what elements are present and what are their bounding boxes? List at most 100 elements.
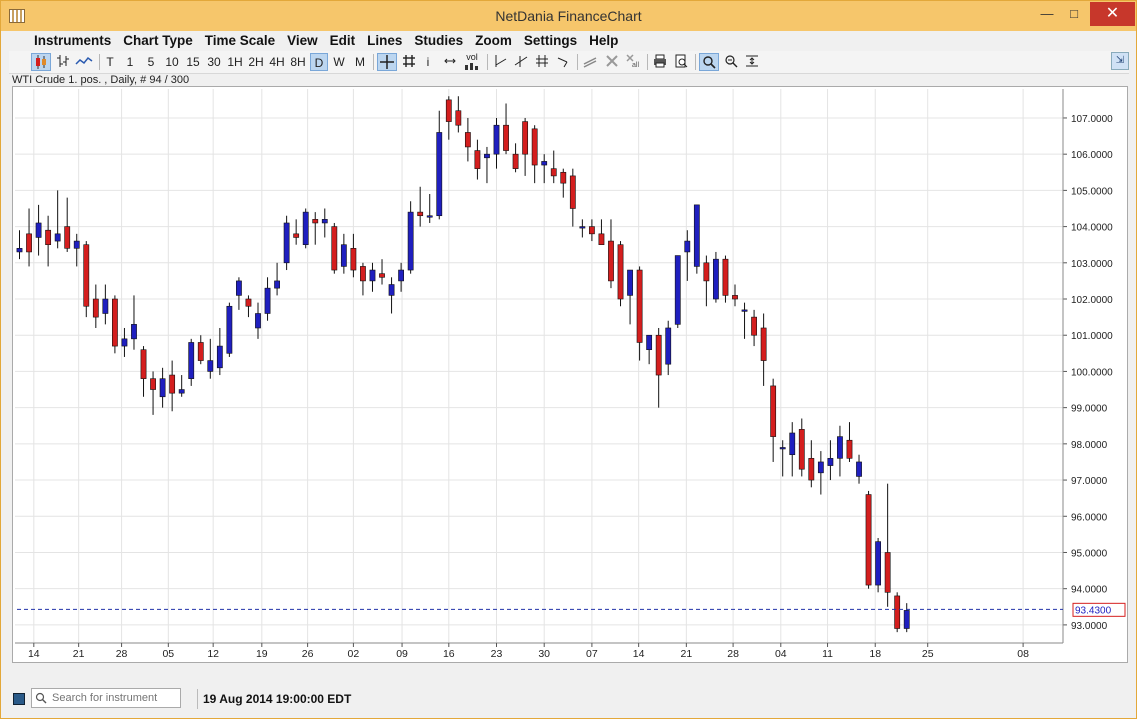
candle[interactable] — [73, 233, 80, 267]
menu-instruments[interactable]: Instruments — [34, 33, 112, 48]
candlestick-chart-icon[interactable] — [31, 53, 51, 71]
minimize-icon[interactable]: — — [1040, 6, 1054, 21]
candle[interactable] — [503, 103, 509, 155]
candle[interactable] — [35, 204, 42, 256]
interval-8h[interactable]: 8H — [290, 55, 306, 69]
interval-monthly[interactable]: M — [355, 55, 365, 69]
candle[interactable] — [646, 334, 653, 365]
ray-line-icon[interactable] — [512, 53, 530, 71]
candle[interactable] — [388, 277, 395, 314]
candle[interactable] — [770, 378, 777, 462]
crosshair-icon[interactable] — [377, 53, 397, 71]
candle[interactable] — [464, 117, 471, 162]
candle[interactable] — [131, 295, 137, 350]
candle[interactable] — [579, 219, 586, 238]
volume-icon[interactable]: vol — [463, 53, 481, 71]
candle[interactable] — [121, 327, 128, 357]
candle[interactable] — [350, 233, 357, 278]
status-indicator-icon[interactable] — [13, 693, 25, 705]
candle[interactable] — [417, 186, 424, 227]
candle[interactable] — [560, 168, 567, 198]
candle[interactable] — [569, 168, 576, 227]
candle[interactable] — [798, 418, 805, 477]
candle[interactable] — [64, 197, 71, 252]
candle[interactable] — [865, 490, 872, 589]
candle[interactable] — [379, 259, 385, 285]
ohlc-chart-icon[interactable] — [54, 53, 72, 71]
candle[interactable] — [903, 603, 910, 633]
candle[interactable] — [608, 219, 614, 289]
candle[interactable] — [92, 284, 99, 328]
menu-settings[interactable]: Settings — [523, 33, 578, 48]
scroll-horizontal-icon[interactable] — [441, 53, 459, 71]
candle[interactable] — [817, 451, 824, 495]
candle[interactable] — [894, 592, 901, 633]
candle[interactable] — [522, 117, 529, 176]
candle[interactable] — [169, 360, 176, 412]
menu-edit[interactable]: Edit — [329, 33, 356, 48]
candle[interactable] — [398, 262, 404, 292]
candle[interactable] — [54, 190, 61, 249]
candle[interactable] — [722, 255, 729, 303]
candle[interactable] — [703, 255, 710, 307]
print-preview-icon[interactable] — [672, 53, 690, 71]
interval-daily[interactable]: D — [310, 53, 328, 71]
candle[interactable] — [178, 375, 185, 397]
candle[interactable] — [550, 150, 557, 184]
menu-studies[interactable]: Studies — [414, 33, 464, 48]
candle[interactable] — [627, 269, 633, 325]
print-icon[interactable] — [651, 53, 669, 71]
candle[interactable] — [293, 219, 300, 245]
interval-t[interactable]: T — [106, 55, 114, 69]
candle[interactable] — [83, 241, 90, 318]
candle[interactable] — [827, 440, 834, 481]
candle[interactable] — [837, 425, 843, 477]
candle[interactable] — [808, 440, 815, 488]
candle[interactable] — [588, 219, 595, 242]
interval-15m[interactable]: 15 — [186, 55, 200, 69]
candle[interactable] — [283, 215, 290, 271]
candle[interactable] — [369, 262, 376, 292]
candle[interactable] — [455, 96, 462, 133]
candle[interactable] — [846, 422, 853, 462]
candle[interactable] — [140, 346, 147, 397]
chart-area[interactable]: 93.0000 94.0000 95.0000 96.0000 97.0000 98.00… — [12, 86, 1128, 676]
candle[interactable] — [655, 327, 662, 408]
candle[interactable] — [693, 204, 700, 274]
candle[interactable] — [159, 367, 166, 408]
maximize-icon[interactable]: □ — [1070, 6, 1078, 21]
zoom-fit-icon[interactable] — [743, 53, 761, 71]
zoom-out-icon[interactable] — [722, 53, 740, 71]
candle[interactable] — [360, 262, 366, 296]
candle[interactable] — [474, 139, 481, 180]
interval-2h[interactable]: 2H — [248, 55, 264, 69]
candle[interactable] — [150, 371, 156, 415]
candle[interactable] — [207, 338, 214, 379]
candle[interactable] — [789, 422, 796, 477]
candle[interactable] — [751, 309, 757, 347]
candle[interactable] — [16, 230, 23, 260]
candle[interactable] — [112, 295, 118, 354]
candle[interactable] — [102, 284, 109, 325]
draw-lines-icon[interactable] — [581, 53, 599, 71]
candle[interactable] — [45, 215, 52, 267]
menu-time-scale[interactable]: Time Scale — [204, 33, 276, 48]
menu-lines[interactable]: Lines — [367, 33, 403, 48]
menu-help[interactable]: Help — [589, 33, 619, 48]
interval-4h[interactable]: 4H — [269, 55, 285, 69]
interval-1m[interactable]: 1 — [126, 55, 134, 69]
candle[interactable] — [741, 302, 748, 339]
candle[interactable] — [484, 146, 490, 184]
candle[interactable] — [617, 241, 624, 307]
candle[interactable] — [216, 327, 223, 376]
interval-5m[interactable]: 5 — [147, 55, 155, 69]
interval-weekly[interactable]: W — [333, 55, 345, 69]
candle[interactable] — [760, 313, 767, 386]
candle[interactable] — [226, 302, 233, 357]
candle[interactable] — [493, 117, 500, 169]
info-icon[interactable]: i — [426, 55, 430, 69]
candle[interactable] — [732, 284, 738, 307]
candle[interactable] — [531, 125, 538, 184]
candle[interactable] — [445, 96, 452, 140]
candle[interactable] — [407, 201, 414, 274]
